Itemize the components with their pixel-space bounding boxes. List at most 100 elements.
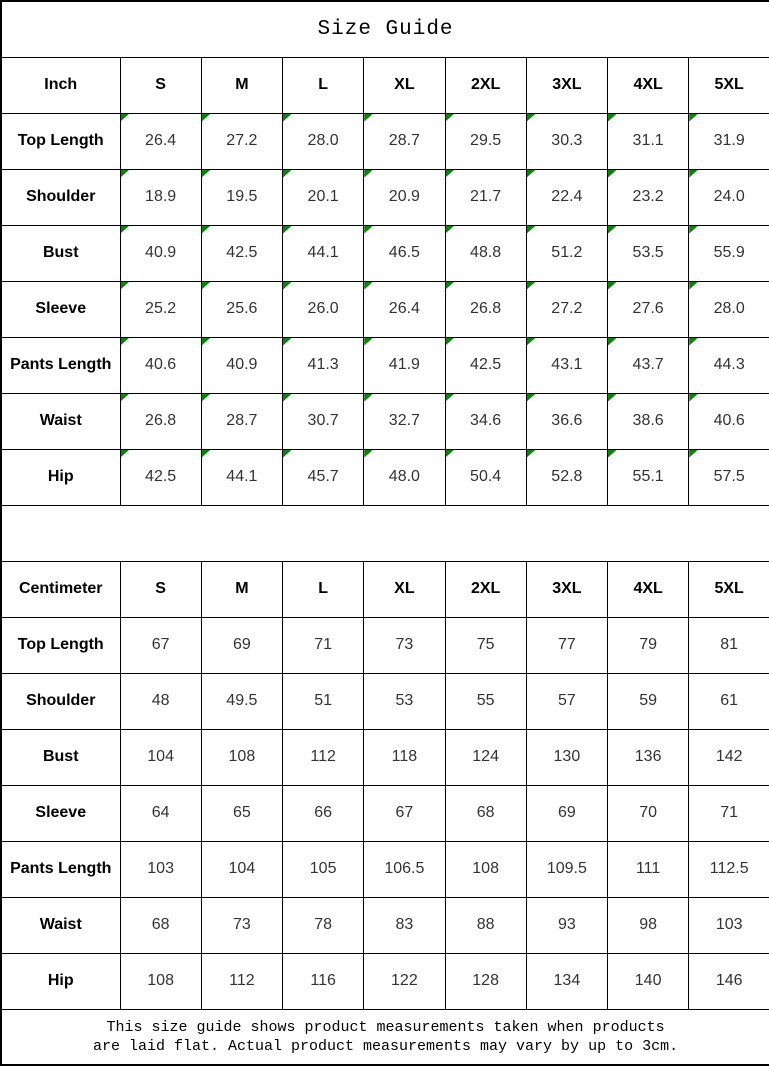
measurement-value: 68: [444, 784, 527, 842]
measurement-value: 41.3: [281, 336, 365, 394]
measurement-value: 26.4: [363, 280, 446, 338]
measurement-value: 103: [688, 896, 769, 954]
measurement-label: Top Length: [0, 616, 121, 674]
green-triangle-icon: [364, 114, 374, 122]
footnote-line2: are laid flat. Actual product measuremen…: [92, 1037, 679, 1055]
measurement-value: 48: [119, 672, 202, 730]
green-triangle-icon: [283, 338, 292, 346]
measurement-value: 98: [606, 896, 690, 954]
size-column-header: 2XL: [444, 56, 527, 114]
measurement-value: 71: [281, 616, 365, 674]
size-column-header: 5XL: [688, 560, 769, 618]
green-triangle-icon: [364, 282, 374, 290]
measurement-value: 109.5: [525, 840, 609, 898]
green-triangle-icon: [202, 394, 211, 402]
measurement-value: 24.0: [688, 168, 769, 226]
measurement-label: Waist: [0, 896, 121, 954]
green-triangle-icon: [283, 170, 292, 178]
table-row: Sleeve 64 65 66 67 68 69 70 71: [0, 784, 769, 842]
size-column-header: XL: [363, 560, 446, 618]
green-triangle-icon: [527, 450, 536, 458]
measurement-value: 130: [525, 728, 609, 786]
measurement-value: 70: [606, 784, 690, 842]
unit-header-inch: Inch: [0, 56, 121, 114]
measurement-value: 30.7: [281, 392, 365, 450]
green-triangle-icon: [608, 226, 617, 234]
measurement-value: 27.6: [606, 280, 690, 338]
measurement-value: 105: [281, 840, 365, 898]
green-triangle-icon: [446, 394, 455, 402]
green-triangle-icon: [689, 450, 699, 458]
table-row: Top Length 26.4 27.2 28.0 28.7 29.5 30.3 31.1 31…: [0, 112, 769, 170]
size-column-header: M: [200, 56, 284, 114]
green-triangle-icon: [202, 282, 211, 290]
measurement-value: 51: [281, 672, 365, 730]
size-column-header: 4XL: [606, 560, 690, 618]
green-triangle-icon: [527, 170, 536, 178]
green-triangle-icon: [446, 170, 455, 178]
measurement-value: 26.8: [444, 280, 527, 338]
measurement-value: 52.8: [525, 448, 609, 506]
measurement-value: 49.5: [200, 672, 284, 730]
footnote-line1: This size guide shows product measuremen…: [106, 1018, 665, 1036]
measurement-value: 48.0: [363, 448, 446, 506]
measurement-value: 26.8: [119, 392, 202, 450]
measurement-value: 40.9: [119, 224, 202, 282]
measurement-value: 71: [688, 784, 769, 842]
table-row: [0, 504, 769, 562]
measurement-value: 50.4: [444, 448, 527, 506]
measurement-value: 28.7: [363, 112, 446, 170]
measurement-label: Sleeve: [0, 280, 121, 338]
green-triangle-icon: [283, 226, 292, 234]
size-column-header: 2XL: [444, 560, 527, 618]
measurement-label: Top Length: [0, 112, 121, 170]
measurement-value: 43.1: [525, 336, 609, 394]
measurement-value: 112: [200, 952, 284, 1010]
measurement-value: 25.6: [200, 280, 284, 338]
measurement-value: 93: [525, 896, 609, 954]
size-column-header: L: [281, 56, 365, 114]
table-row: Bust 40.9 42.5 44.1 46.5 48.8 51.2 53.5 55.9: [0, 224, 769, 282]
green-triangle-icon: [121, 114, 130, 122]
measurement-label: Pants Length: [0, 840, 121, 898]
measurement-value: 146: [688, 952, 769, 1010]
size-column-header: S: [119, 560, 202, 618]
table-row: Shoulder 48 49.5 51 53 55 57 59 61: [0, 672, 769, 730]
measurement-value: 19.5: [200, 168, 284, 226]
green-triangle-icon: [121, 450, 130, 458]
measurement-label: Waist: [0, 392, 121, 450]
measurement-value: 61: [688, 672, 769, 730]
measurement-value: 108: [444, 840, 527, 898]
measurement-value: 136: [606, 728, 690, 786]
measurement-value: 128: [444, 952, 527, 1010]
green-triangle-icon: [689, 338, 699, 346]
measurement-value: 45.7: [281, 448, 365, 506]
measurement-value: 112: [281, 728, 365, 786]
measurement-value: 28.0: [281, 112, 365, 170]
measurement-value: 106.5: [363, 840, 446, 898]
measurement-value: 40.9: [200, 336, 284, 394]
measurement-label: Pants Length: [0, 336, 121, 394]
measurement-value: 25.2: [119, 280, 202, 338]
measurement-value: 48.8: [444, 224, 527, 282]
measurement-value: 22.4: [525, 168, 609, 226]
measurement-value: 124: [444, 728, 527, 786]
green-triangle-icon: [283, 394, 292, 402]
size-column-header: 3XL: [525, 560, 609, 618]
table-row: Waist 68 73 78 83 88 93 98 103: [0, 896, 769, 954]
page-title: Size Guide: [0, 0, 769, 58]
measurement-value: 36.6: [525, 392, 609, 450]
measurement-value: 46.5: [363, 224, 446, 282]
green-triangle-icon: [608, 394, 617, 402]
measurement-value: 26.0: [281, 280, 365, 338]
measurement-value: 67: [363, 784, 446, 842]
green-triangle-icon: [446, 450, 455, 458]
green-triangle-icon: [689, 394, 699, 402]
measurement-value: 53.5: [606, 224, 690, 282]
green-triangle-icon: [689, 114, 699, 122]
green-triangle-icon: [283, 114, 292, 122]
size-column-header: S: [119, 56, 202, 114]
table-row: Top Length 67 69 71 73 75 77 79 81: [0, 616, 769, 674]
green-triangle-icon: [364, 226, 374, 234]
